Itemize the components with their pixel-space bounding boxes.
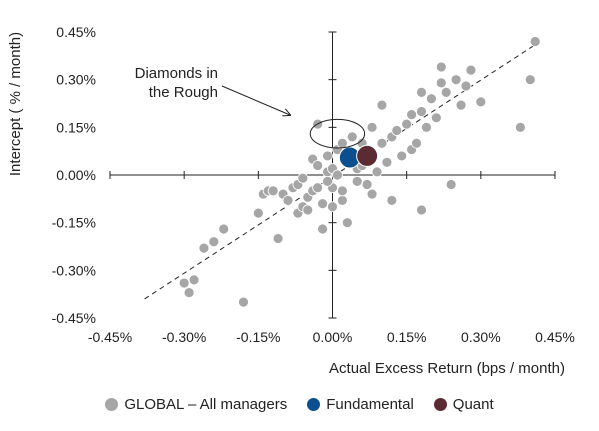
legend-label-quant: Quant bbox=[452, 396, 494, 413]
point-global bbox=[351, 175, 363, 187]
point-global bbox=[514, 121, 526, 133]
annotation-line-1: Diamonds in bbox=[135, 65, 218, 82]
point-global bbox=[416, 86, 427, 98]
point-global bbox=[371, 166, 383, 178]
point-global bbox=[238, 296, 249, 308]
annotation-arrow bbox=[221, 85, 290, 115]
point-global bbox=[183, 287, 195, 298]
y-tick-label: 0.30% bbox=[56, 72, 96, 88]
point-global bbox=[282, 195, 294, 206]
point-global bbox=[425, 93, 437, 105]
point-global bbox=[440, 86, 452, 98]
x-tick-label: 0.00% bbox=[313, 329, 353, 345]
point-global bbox=[346, 131, 358, 143]
point-global bbox=[396, 150, 408, 162]
point-global bbox=[455, 99, 467, 111]
y-tick-label: -0.30% bbox=[52, 262, 96, 278]
x-tick-label: 0.45% bbox=[535, 329, 575, 345]
legend: GLOBAL – All managers Fundamental Quant bbox=[0, 396, 599, 413]
point-global bbox=[435, 77, 447, 89]
point-global bbox=[411, 137, 422, 149]
point-global bbox=[336, 195, 348, 206]
point-global bbox=[376, 99, 388, 111]
legend-label-global: GLOBAL – All managers bbox=[124, 396, 288, 413]
legend-swatch-global bbox=[105, 398, 119, 411]
point-global bbox=[198, 242, 210, 254]
axes-layer: -0.45% -0.30% -0.15% 0.00% 0.15% 0.30% 0.45% 0.… bbox=[52, 24, 575, 345]
legend-label-fundamental: Fundamental bbox=[326, 396, 414, 413]
point-global bbox=[327, 201, 338, 213]
point-global bbox=[430, 112, 442, 124]
point-global bbox=[529, 36, 541, 47]
point-global bbox=[317, 198, 329, 210]
point-global bbox=[252, 207, 264, 219]
point-global bbox=[332, 169, 343, 181]
point-global bbox=[267, 185, 279, 197]
highlight-ellipse bbox=[309, 118, 366, 149]
point-global bbox=[421, 121, 432, 133]
point-global bbox=[312, 182, 324, 194]
point-global bbox=[386, 195, 398, 206]
x-tick-label: -0.15% bbox=[236, 329, 280, 345]
x-tick-label: 0.15% bbox=[387, 329, 427, 345]
legend-item-global: GLOBAL – All managers bbox=[105, 396, 287, 413]
point-global bbox=[322, 150, 333, 162]
legend-item-quant: Quant bbox=[433, 396, 494, 413]
y-tick-label: 0.15% bbox=[56, 119, 96, 135]
points-layer bbox=[178, 36, 541, 308]
legend-swatch-fundamental bbox=[307, 398, 321, 411]
point-global bbox=[272, 233, 284, 244]
point-global bbox=[445, 179, 457, 190]
point-global bbox=[391, 125, 403, 136]
legend-swatch-quant bbox=[433, 398, 447, 411]
point-global bbox=[297, 172, 309, 184]
annotation-layer: Diamonds in the Rough bbox=[135, 65, 366, 149]
point-global bbox=[302, 204, 314, 216]
point-global bbox=[312, 160, 324, 171]
point-global bbox=[465, 64, 477, 76]
point-global bbox=[208, 236, 220, 248]
point-global bbox=[336, 137, 348, 149]
point-global bbox=[366, 121, 378, 133]
x-axis-title: Actual Excess Return (bps / month) bbox=[329, 360, 565, 377]
point-global bbox=[475, 96, 487, 108]
y-tick-label: 0.45% bbox=[56, 24, 96, 40]
point-global bbox=[218, 223, 230, 235]
point-quant bbox=[356, 144, 379, 167]
y-axis-title: Intercept ( % / month) bbox=[7, 32, 24, 176]
point-global bbox=[178, 277, 190, 289]
point-global bbox=[336, 185, 348, 197]
x-tick-label: -0.45% bbox=[88, 329, 132, 345]
scatter-chart: -0.45% -0.30% -0.15% 0.00% 0.15% 0.30% 0.45% 0.… bbox=[7, 24, 575, 377]
point-global bbox=[188, 274, 200, 286]
point-global bbox=[450, 74, 462, 86]
point-global bbox=[317, 223, 329, 235]
point-global bbox=[406, 109, 418, 121]
y-tick-label: -0.15% bbox=[52, 215, 96, 231]
point-global bbox=[416, 204, 427, 216]
point-global bbox=[376, 137, 388, 149]
x-tick-label: 0.30% bbox=[461, 329, 501, 345]
point-global bbox=[524, 74, 536, 86]
annotation-line-2: the Rough bbox=[149, 84, 218, 101]
point-global bbox=[366, 188, 378, 200]
y-tick-label: 0.00% bbox=[56, 167, 96, 183]
legend-item-fundamental: Fundamental bbox=[307, 396, 414, 413]
point-global bbox=[460, 80, 472, 92]
point-global bbox=[401, 118, 413, 130]
y-tick-label: -0.45% bbox=[52, 310, 96, 326]
point-global bbox=[381, 156, 393, 168]
point-global bbox=[322, 175, 333, 187]
point-global bbox=[341, 217, 353, 229]
point-global bbox=[435, 61, 447, 73]
point-global bbox=[361, 179, 373, 190]
point-global bbox=[416, 106, 427, 117]
x-tick-label: -0.30% bbox=[162, 329, 206, 345]
